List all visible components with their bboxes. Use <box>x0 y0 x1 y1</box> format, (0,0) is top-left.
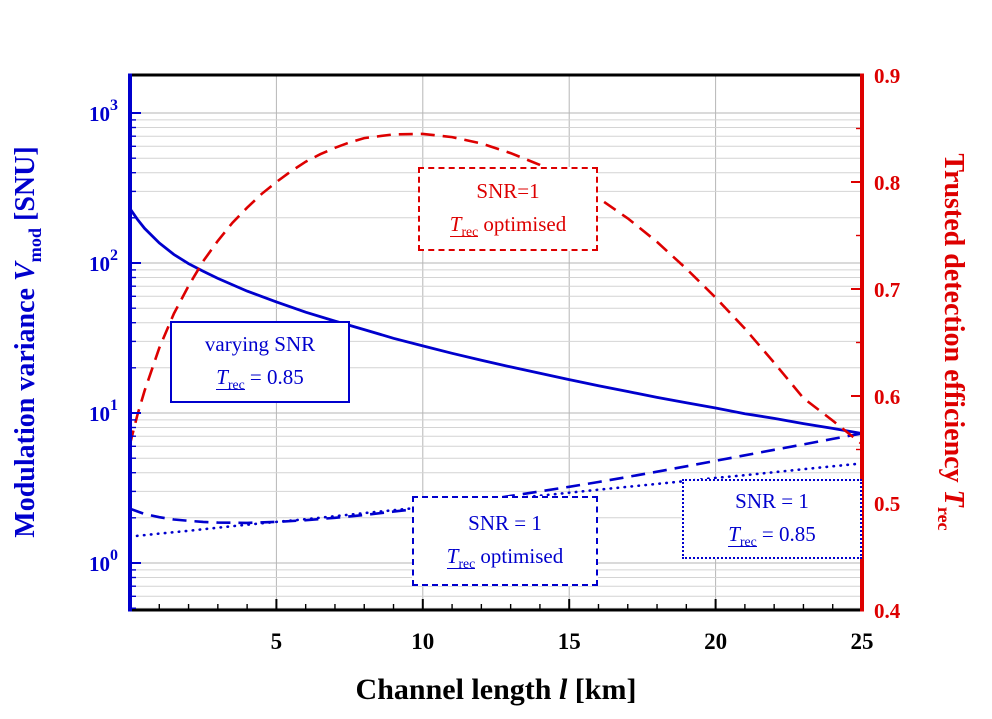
svg-text:100: 100 <box>89 547 118 576</box>
svg-text:0.9: 0.9 <box>874 64 900 88</box>
y-left-axis-variable: V <box>10 262 42 282</box>
svg-text:0.4: 0.4 <box>874 599 901 623</box>
x-axis-variable: l <box>558 673 568 706</box>
series-left-solid <box>130 207 862 435</box>
svg-text:10: 10 <box>411 629 434 654</box>
x-axis-units: [km] <box>567 673 637 706</box>
svg-text:25: 25 <box>851 629 874 654</box>
svg-text:5: 5 <box>271 629 283 654</box>
y-right-axis-title: Trusted detection efficiency Trec <box>933 153 969 530</box>
svg-text:103: 103 <box>89 97 118 126</box>
x-axis-text: Channel length <box>355 673 559 706</box>
legend-line: Trec optimised <box>449 211 567 239</box>
legend-line: Trec optimised <box>446 543 564 571</box>
svg-text:0.7: 0.7 <box>874 278 900 302</box>
legend-blue-dashed: SNR = 1 Trec optimised <box>412 496 598 586</box>
legend-line: varying SNR <box>204 332 316 357</box>
legend-line: Trec = 0.85 <box>728 521 816 549</box>
svg-text:101: 101 <box>89 397 118 426</box>
t-rec-symbol: Trec <box>728 521 757 549</box>
t-rec-symbol: Trec <box>216 364 245 392</box>
t-rec-symbol: Trec <box>449 211 479 239</box>
svg-text:15: 15 <box>558 629 581 654</box>
y-left-axis-text: Modulation variance <box>10 281 42 538</box>
legend-line: SNR=1 <box>476 179 540 204</box>
series-left-dashed <box>130 432 862 525</box>
svg-text:102: 102 <box>89 247 118 276</box>
y-right-axis-subscript: rec <box>934 506 955 531</box>
legend-blue-solid: varying SNR Trec = 0.85 <box>170 321 350 403</box>
legend-blue-dotted: SNR = 1 Trec = 0.85 <box>682 479 862 559</box>
y-left-axis-units: [SNU] <box>10 146 42 228</box>
series-right-dashed <box>130 132 862 446</box>
y-right-axis-text: Trusted detection efficiency <box>937 153 969 490</box>
y-left-axis-title: Modulation variance Vmod [SNU] <box>10 146 46 537</box>
svg-text:0.6: 0.6 <box>874 385 900 409</box>
svg-text:0.8: 0.8 <box>874 171 900 195</box>
y-left-axis-subscript: mod <box>24 227 45 263</box>
legend-line: SNR = 1 <box>468 511 542 536</box>
svg-text:0.5: 0.5 <box>874 492 900 516</box>
y-right-axis-variable: T <box>937 489 969 507</box>
svg-text:20: 20 <box>704 629 727 654</box>
legend-line: SNR = 1 <box>735 489 809 514</box>
x-axis-title: Channel length l [km] <box>356 673 637 707</box>
t-rec-symbol: Trec <box>446 543 476 571</box>
legend-line: Trec = 0.85 <box>216 364 304 392</box>
legend-red-optimised: SNR=1 Trec optimised <box>418 167 598 251</box>
